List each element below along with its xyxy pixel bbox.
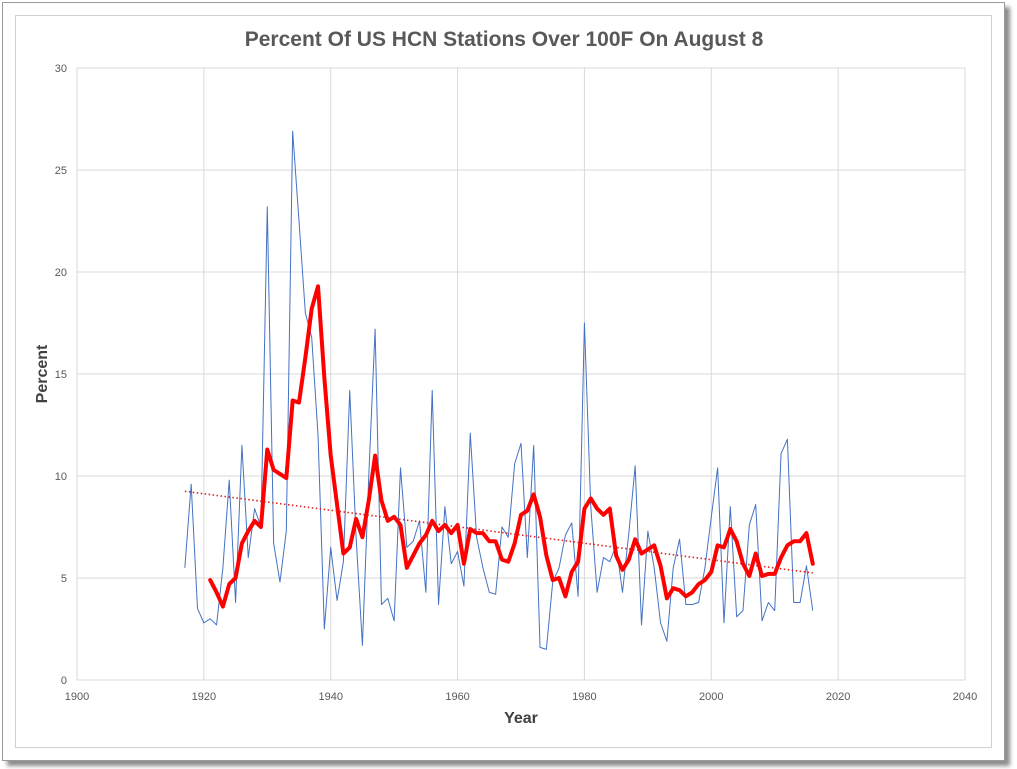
- chart-title: Percent Of US HCN Stations Over 100F On …: [245, 28, 764, 51]
- y-tick-label: 15: [55, 369, 67, 381]
- x-tick-label: 1900: [65, 691, 89, 703]
- x-tick-label: 1940: [318, 691, 342, 703]
- moving-average-line: [208, 284, 815, 609]
- x-tick-label: 2040: [953, 691, 977, 703]
- annual-percent-line: [184, 130, 814, 650]
- data-lines: [184, 130, 815, 650]
- linear-trendline: [184, 490, 813, 574]
- x-axis-tick-labels: 1900 1920 1940 1960 1980 2000 2020 2040: [65, 691, 977, 703]
- chart-area: [15, 15, 992, 748]
- x-tick-label: 1960: [445, 691, 469, 703]
- y-tick-label: 30: [55, 63, 67, 75]
- y-tick-label: 20: [55, 267, 67, 279]
- x-tick-label: 2000: [699, 691, 723, 703]
- y-tick-label: 0: [61, 675, 67, 687]
- x-tick-label: 1980: [572, 691, 596, 703]
- x-tick-label: 2020: [826, 691, 850, 703]
- y-axis-tick-labels: 0 5 10 15 20 25 30: [55, 63, 67, 687]
- y-tick-label: 5: [61, 573, 67, 585]
- gridlines: [76, 67, 966, 681]
- x-tick-label: 1920: [192, 691, 216, 703]
- y-tick-label: 10: [55, 471, 67, 483]
- y-axis-label: Percent: [34, 344, 51, 403]
- y-tick-label: 25: [55, 165, 67, 177]
- x-axis-label: Year: [504, 710, 538, 727]
